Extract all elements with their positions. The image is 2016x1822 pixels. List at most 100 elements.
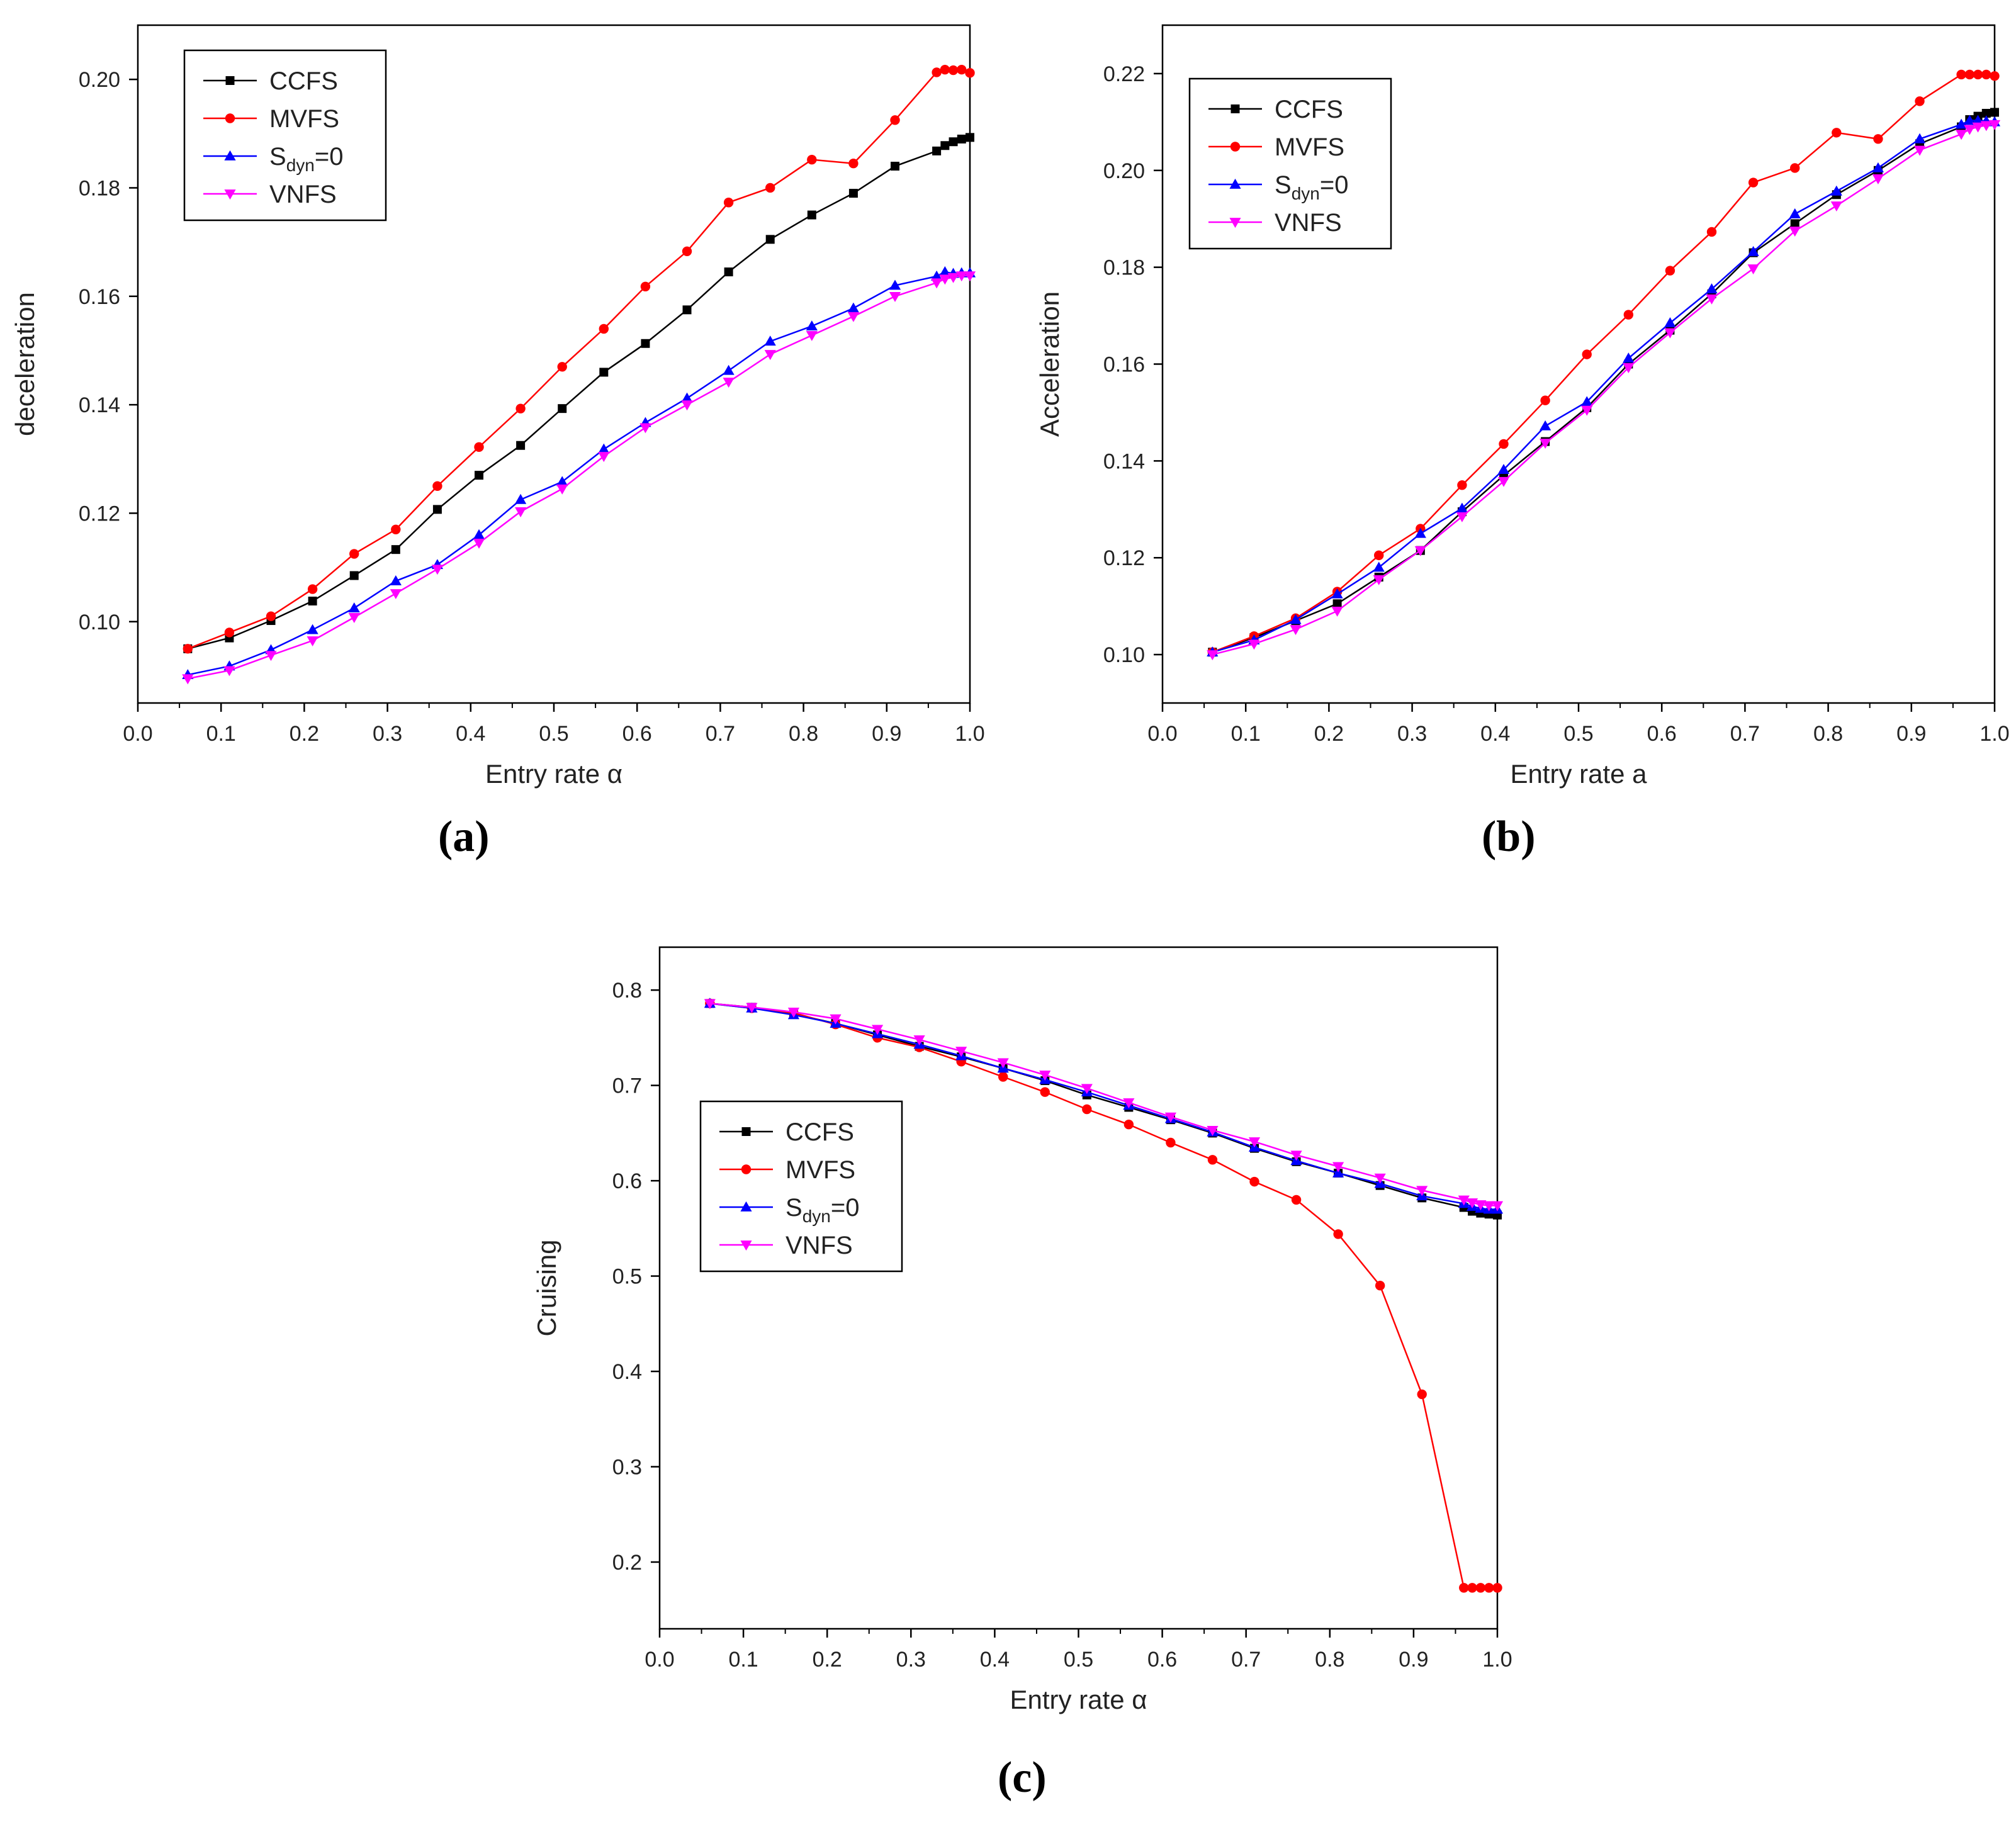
chart-a-x-tick-label: 0.4 [456, 722, 485, 746]
chart-a-y-axis-label: deceleration [10, 292, 40, 436]
chart-b-legend-label-sdyn0: Sdyn=0 [1275, 171, 1348, 203]
chart-a-point-mvfs [474, 442, 484, 453]
chart-a-point-vnfs [223, 666, 235, 677]
chart-b-legend-marker-sdyn0 [1229, 178, 1241, 189]
chart-b-point-vnfs [1964, 125, 1976, 135]
chart-a-point-sdyn0 [889, 279, 901, 290]
chart-c-legend-marker-ccfs [741, 1127, 751, 1136]
chart-b-y-tick-label: 0.16 [1103, 353, 1145, 377]
chart-a-point-mvfs [890, 115, 900, 125]
chart-b-point-mvfs [1499, 439, 1509, 449]
chart-b-y-axis-label: Acceleration [1035, 291, 1064, 437]
chart-b-point-mvfs [1973, 69, 1983, 80]
chart-a-point-sdyn0 [598, 443, 610, 454]
chart-c-legend-marker-sdyn0 [740, 1201, 752, 1212]
chart-c-x-tick-label: 0.2 [813, 1648, 842, 1672]
chart-c-legend: CCFS MVFS Sdyn=0 VNFS [699, 1100, 903, 1273]
chart-b-x-tick-label: 0.4 [1480, 722, 1510, 746]
chart-b-point-mvfs [1540, 395, 1550, 405]
chart-b-point-sdyn0 [1540, 420, 1551, 430]
chart-c-x-tick-label: 0.0 [645, 1648, 674, 1672]
chart-c-point-vnfs [1123, 1098, 1135, 1108]
chart-b-point-vnfs [1789, 227, 1801, 237]
chart-b-point-mvfs [1374, 550, 1384, 561]
chart-a-point-mvfs [349, 549, 359, 559]
chart-a-point-mvfs [957, 64, 967, 75]
chart-b-point-sdyn0 [1456, 502, 1468, 513]
chart-c-point-vnfs [1491, 1201, 1504, 1212]
chart-b-y-tick-label: 0.10 [1103, 643, 1145, 667]
chart-c-x-tick-label: 0.4 [980, 1648, 1010, 1672]
chart-b-point-sdyn0 [1290, 614, 1302, 624]
chart-c-point-vnfs [1475, 1200, 1487, 1211]
chart-b-x-axis-label: Entry rate a [1510, 759, 1647, 789]
chart-b-point-mvfs [1964, 69, 1975, 80]
chart-a-point-mvfs [682, 246, 692, 256]
chart-a-x-tick-label: 0.8 [789, 722, 818, 746]
chart-a-point-mvfs [599, 323, 609, 334]
chart-a-point-ccfs [966, 133, 974, 142]
chart-c-point-sdyn0 [1332, 1167, 1344, 1178]
chart-c-point-vnfs [1039, 1071, 1051, 1081]
chart-a-x-axis-label: Entry rate α [485, 759, 622, 789]
chart-a-point-sdyn0 [681, 392, 693, 403]
chart-b-x-tick-label: 0.8 [1813, 722, 1843, 746]
chart-a-point-mvfs [515, 403, 526, 413]
chart-b-y-tick-label: 0.14 [1103, 449, 1145, 473]
chart-a-point-sdyn0 [847, 302, 860, 313]
chart-b-point-mvfs [1915, 96, 1925, 106]
chart-b-point-vnfs [1581, 405, 1593, 416]
chart-b-y-tick-label: 0.20 [1103, 159, 1145, 183]
chart-a-point-sdyn0 [515, 493, 527, 504]
chart-a-point-vnfs [598, 452, 610, 463]
chart-b-x-tick-label: 0.5 [1563, 722, 1593, 746]
chart-a-x-tick-label: 0.5 [539, 722, 568, 746]
chart-a-y-tick-label: 0.16 [79, 285, 120, 309]
chart-a-point-ccfs [682, 305, 692, 315]
chart-a-point-sdyn0 [939, 266, 951, 276]
chart-b-point-mvfs [1623, 310, 1634, 320]
chart-a-point-ccfs [641, 339, 650, 348]
chart-b-point-mvfs [1832, 128, 1842, 138]
chart-a-point-vnfs [806, 331, 818, 341]
chart-a-point-sdyn0 [473, 529, 485, 539]
chart-c-legend-marker-vnfs [740, 1240, 752, 1251]
chart-a-point-mvfs [765, 183, 775, 193]
chart-b-point-sdyn0 [1581, 396, 1593, 407]
chart-b-point-vnfs [1497, 476, 1510, 487]
chart-a-point-sdyn0 [806, 320, 818, 331]
chart-c-point-mvfs [998, 1072, 1008, 1082]
chart-a-point-ccfs [848, 189, 858, 198]
chart-b-point-vnfs [1980, 121, 1992, 132]
chart-a-point-ccfs [724, 267, 733, 277]
chart-c-point-vnfs [1466, 1198, 1478, 1209]
chart-b-point-sdyn0 [1964, 115, 1976, 125]
chart-a-point-mvfs [723, 198, 734, 208]
chart-a-y-tick-label: 0.12 [79, 502, 120, 526]
chart-a-legend-label-sdyn0: Sdyn=0 [269, 143, 343, 175]
chart-b-x-tick-label: 1.0 [1979, 722, 2009, 746]
chart-c-point-mvfs [1123, 1120, 1134, 1130]
chart-a-point-mvfs [266, 611, 276, 621]
chart-c-y-tick-label: 0.6 [612, 1169, 642, 1193]
chart-b-point-sdyn0 [1373, 561, 1385, 572]
chart-c-x-tick-label: 1.0 [1482, 1648, 1512, 1672]
chart-c-y-tick-label: 0.7 [612, 1074, 642, 1098]
chart-a-legend-marker-mvfs [225, 113, 235, 123]
chart-a-point-mvfs [807, 154, 817, 165]
chart-c-x-tick-label: 0.6 [1147, 1648, 1177, 1672]
chart-b-legend-label-mvfs: MVFS [1275, 133, 1344, 161]
chart-a-point-ccfs [599, 368, 609, 377]
chart-b-y-tick-label: 0.18 [1103, 256, 1145, 280]
chart-b-point-vnfs [1207, 650, 1219, 661]
chart-b-point-mvfs [1981, 69, 1991, 80]
chart-a-point-ccfs [940, 141, 950, 150]
chart-c-y-tick-label: 0.8 [612, 979, 642, 1003]
chart-b-point-sdyn0 [1706, 283, 1718, 294]
panel-label-c: (c) [998, 1753, 1047, 1802]
chart-b-point-ccfs [1790, 219, 1799, 228]
chart-b-legend-label-ccfs: CCFS [1275, 96, 1343, 123]
chart-a-point-mvfs [948, 65, 959, 76]
